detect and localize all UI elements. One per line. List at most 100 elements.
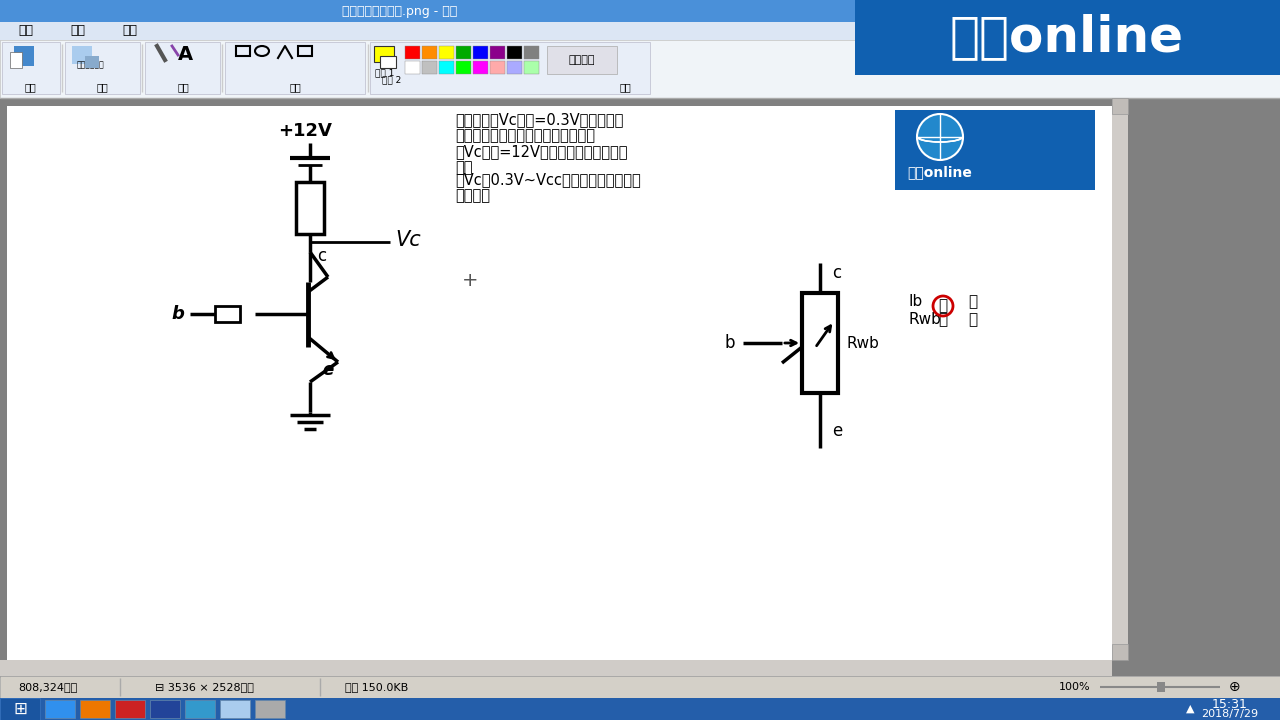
Bar [150, 700, 180, 718]
Text: 编辑颜色: 编辑颜色 [568, 55, 595, 65]
Text: 查看: 查看 [122, 24, 137, 37]
Text: e: e [832, 422, 842, 440]
Bar [439, 61, 454, 74]
Bar [524, 46, 539, 59]
Text: 文件: 文件 [18, 24, 33, 37]
Bar [0, 698, 40, 720]
Bar [145, 42, 220, 94]
Bar [524, 61, 539, 74]
Bar [404, 46, 420, 59]
Bar [1157, 682, 1165, 692]
Text: b: b [724, 334, 735, 352]
Text: 808,324像素: 808,324像素 [18, 682, 77, 692]
Bar [220, 700, 250, 718]
Bar [422, 46, 436, 59]
Text: Ib: Ib [908, 294, 923, 310]
Bar [10, 52, 22, 68]
Bar [0, 22, 1280, 40]
Text: 图像: 图像 [96, 82, 108, 92]
Bar [0, 98, 1280, 678]
Text: Rwb: Rwb [846, 336, 879, 351]
Circle shape [916, 114, 963, 160]
Bar [1112, 98, 1128, 114]
Bar [79, 700, 110, 718]
Bar [439, 46, 454, 59]
Text: 大: 大 [938, 299, 947, 313]
Bar [456, 61, 471, 74]
Bar [0, 0, 1280, 22]
Text: e: e [323, 361, 333, 379]
Bar [0, 676, 1280, 698]
Bar [507, 61, 522, 74]
Text: c: c [317, 247, 326, 265]
Text: 三极管的原理示解.png - 画图: 三极管的原理示解.png - 画图 [342, 4, 458, 17]
Bar [1112, 98, 1128, 660]
Text: 大小 150.0KB: 大小 150.0KB [346, 682, 408, 692]
Text: ▲: ▲ [1185, 704, 1194, 714]
Bar [115, 700, 145, 718]
Text: 小: 小 [938, 312, 947, 328]
Bar [255, 700, 285, 718]
Text: ⊞: ⊞ [13, 700, 27, 718]
Bar [1242, 2, 1256, 16]
Text: A: A [178, 45, 192, 65]
Bar [490, 46, 506, 59]
Text: b: b [172, 305, 184, 323]
Bar [225, 42, 365, 94]
Bar [186, 700, 215, 718]
Bar [895, 110, 1094, 190]
Text: 放大状态: 放大状态 [454, 188, 490, 203]
Text: 形状: 形状 [289, 82, 301, 92]
Bar [45, 700, 76, 718]
Bar [474, 46, 488, 59]
Text: 当三极管的Vc电压=0.3V，时，这时: 当三极管的Vc电压=0.3V，时，这时 [454, 112, 623, 127]
Bar [215, 306, 241, 322]
Text: 颜色 2: 颜色 2 [381, 76, 401, 84]
Text: 15:31: 15:31 [1212, 698, 1248, 711]
Text: 电子online: 电子online [950, 13, 1184, 61]
Bar [370, 42, 650, 94]
Bar [6, 106, 1112, 668]
Bar [1112, 644, 1128, 660]
Text: 100%: 100% [1059, 682, 1091, 692]
Text: 颜色 1: 颜色 1 [375, 68, 394, 78]
Text: 态，: 态， [454, 160, 472, 175]
Bar [404, 61, 420, 74]
Text: 电子online: 电子online [908, 165, 973, 179]
Bar [456, 46, 471, 59]
Text: 粘贴: 粘贴 [24, 82, 36, 92]
Bar [236, 46, 250, 56]
Bar [374, 46, 394, 62]
Text: 2018/7/29: 2018/7/29 [1202, 709, 1258, 719]
Bar [803, 293, 838, 393]
Bar [507, 46, 522, 59]
Bar [422, 61, 436, 74]
Bar [0, 40, 1280, 98]
Text: 主页: 主页 [70, 24, 84, 37]
Bar [65, 42, 140, 94]
Text: 颜色: 颜色 [620, 82, 631, 92]
Bar [14, 46, 35, 66]
Bar [3, 42, 60, 94]
Text: c: c [832, 264, 841, 282]
Text: Vc: Vc [396, 230, 421, 250]
Bar [547, 46, 617, 74]
Text: ⊟ 3536 × 2528像素: ⊟ 3536 × 2528像素 [155, 682, 253, 692]
Bar [855, 0, 1280, 75]
Text: 大: 大 [969, 312, 978, 328]
Text: 当Vc电压=12V时，三极管就出截止状: 当Vc电压=12V时，三极管就出截止状 [454, 144, 627, 159]
Bar [84, 56, 99, 68]
Text: ⊕: ⊕ [1229, 680, 1240, 694]
Text: +12V: +12V [278, 122, 332, 140]
Bar [1265, 2, 1277, 16]
Text: 当Vc在0.3V~Vcc之间时，三极管处于: 当Vc在0.3V~Vcc之间时，三极管处于 [454, 172, 641, 187]
Bar [298, 46, 312, 56]
Text: 三极管就是出于完全饱和导通状态；: 三极管就是出于完全饱和导通状态； [454, 128, 595, 143]
Bar [72, 46, 92, 64]
Bar [0, 698, 1280, 720]
Text: 小: 小 [969, 294, 978, 310]
Bar [380, 56, 396, 68]
Text: Rwb: Rwb [908, 312, 941, 328]
Text: +: + [462, 271, 479, 289]
Bar [490, 61, 506, 74]
